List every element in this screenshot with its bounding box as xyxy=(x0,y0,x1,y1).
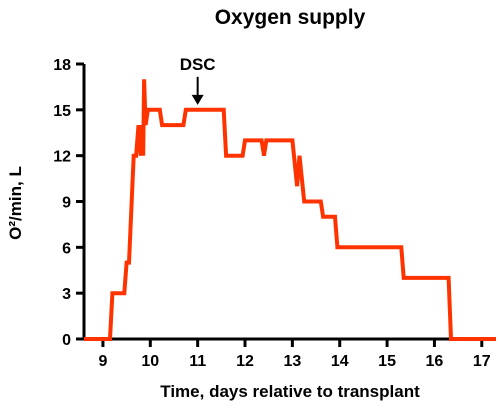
y-axis-label: O²/min, L xyxy=(6,166,25,240)
series-layer xyxy=(84,79,496,341)
y-tick-label: 18 xyxy=(53,57,71,74)
x-tick-label: 16 xyxy=(426,353,444,370)
x-tick-label: 9 xyxy=(98,353,107,370)
annotation-layer: DSC xyxy=(180,55,216,105)
y-tick-label: 9 xyxy=(62,195,71,212)
x-tick-label: 14 xyxy=(331,353,349,370)
annotation-arrow-head xyxy=(191,94,204,105)
y-tick-label: 0 xyxy=(62,332,71,349)
annotation-label: DSC xyxy=(180,55,216,74)
x-tick-label: 13 xyxy=(283,353,301,370)
x-tick-label: 10 xyxy=(141,353,159,370)
y-tick-label: 12 xyxy=(53,149,71,166)
y-tick-label: 6 xyxy=(62,240,71,257)
axes: 0 3 6 9 12 15 18 9 10 11 12 13 14 15 16 17 xyxy=(53,57,496,370)
x-tick-label: 17 xyxy=(473,353,491,370)
y-tick-label: 15 xyxy=(53,103,71,120)
x-axis-label: Time, days relative to transplant xyxy=(160,382,420,401)
chart-title: Oxygen supply xyxy=(215,6,366,29)
x-tick-label: 15 xyxy=(378,353,396,370)
x-tick-label: 12 xyxy=(236,353,254,370)
x-tick-label: 11 xyxy=(189,353,206,370)
y-tick-label: 3 xyxy=(62,286,71,303)
series-line xyxy=(84,79,496,341)
